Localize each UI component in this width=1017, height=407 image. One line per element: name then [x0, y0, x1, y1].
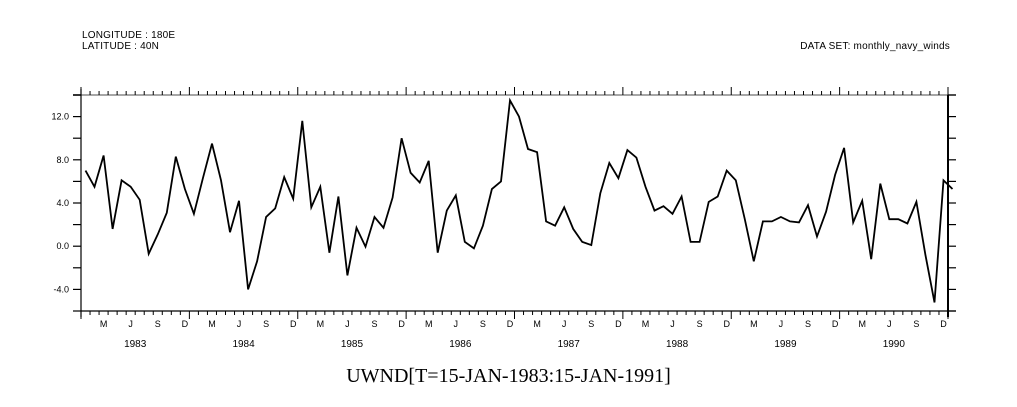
- latitude-label: LATITUDE : 40N: [82, 41, 160, 52]
- x-month-label: S: [588, 319, 594, 329]
- x-year-label: 1987: [558, 339, 581, 350]
- x-month-label: S: [263, 319, 269, 329]
- x-month-label: S: [913, 319, 919, 329]
- dataset-label: DATA SET: monthly_navy_winds: [800, 41, 950, 52]
- x-month-label: D: [832, 319, 839, 329]
- y-tick-label: -4.0: [53, 284, 69, 294]
- x-month-label: J: [670, 319, 675, 329]
- x-month-label: M: [208, 319, 216, 329]
- x-month-label: M: [858, 319, 866, 329]
- x-month-label: S: [805, 319, 811, 329]
- longitude-label: LONGITUDE : 180E: [82, 30, 176, 41]
- x-month-label: J: [887, 319, 892, 329]
- x-year-label: 1990: [883, 339, 906, 350]
- x-month-label: J: [562, 319, 567, 329]
- x-year-label: 1984: [232, 339, 255, 350]
- x-month-label: S: [697, 319, 703, 329]
- x-year-label: 1988: [666, 339, 689, 350]
- x-month-label: J: [454, 319, 459, 329]
- x-month-label: D: [182, 319, 189, 329]
- y-tick-label: 8.0: [56, 155, 69, 165]
- x-month-label: J: [237, 319, 242, 329]
- y-tick-label: 4.0: [56, 198, 69, 208]
- x-month-label: D: [615, 319, 622, 329]
- x-month-label: D: [940, 319, 947, 329]
- x-month-label: J: [345, 319, 350, 329]
- x-month-label: S: [480, 319, 486, 329]
- y-tick-label: 12.0: [51, 112, 69, 122]
- x-month-label: M: [317, 319, 325, 329]
- x-month-label: M: [100, 319, 108, 329]
- x-year-label: 1985: [341, 339, 364, 350]
- x-month-label: M: [533, 319, 541, 329]
- x-year-label: 1986: [449, 339, 472, 350]
- x-month-label: D: [723, 319, 730, 329]
- y-tick-label: 0.0: [56, 241, 69, 251]
- x-month-label: J: [128, 319, 133, 329]
- x-month-label: M: [642, 319, 650, 329]
- x-month-label: D: [507, 319, 514, 329]
- uwnd-series-line: [84, 97, 954, 303]
- x-year-label: 1983: [124, 339, 147, 350]
- x-month-label: M: [425, 319, 433, 329]
- x-month-label: M: [750, 319, 758, 329]
- x-month-label: D: [398, 319, 405, 329]
- plot-title: UWND[T=15-JAN-1983:15-JAN-1991]: [346, 365, 671, 387]
- x-month-label: J: [779, 319, 784, 329]
- x-year-label: 1989: [774, 339, 797, 350]
- x-month-label: D: [290, 319, 297, 329]
- x-month-label: S: [155, 319, 161, 329]
- x-month-label: S: [372, 319, 378, 329]
